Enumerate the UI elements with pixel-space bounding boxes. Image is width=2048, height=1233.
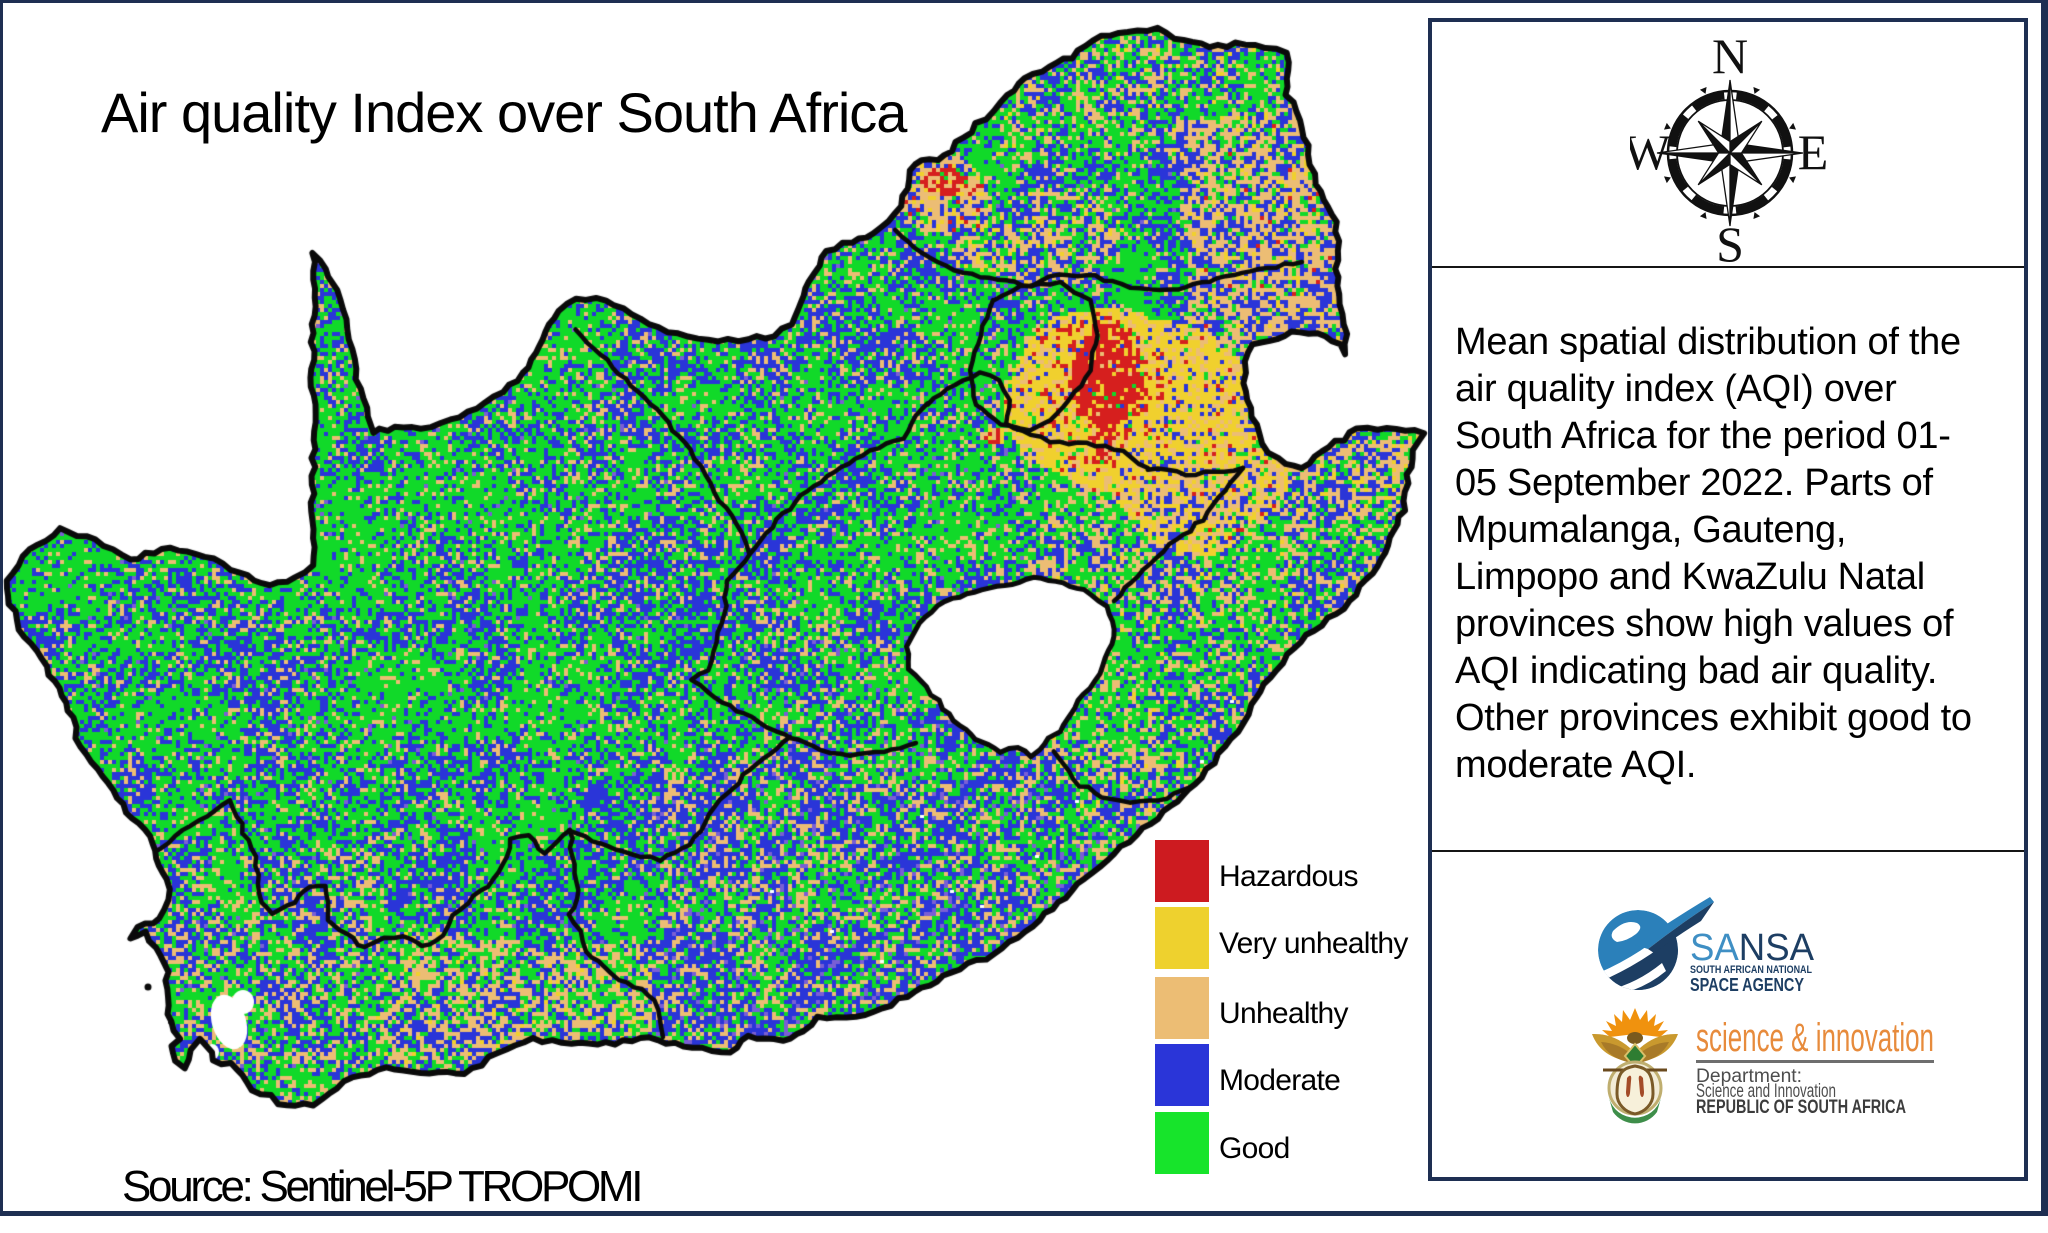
svg-text:Department:: Department: [1696,1066,1802,1087]
svg-text:REPUBLIC OF SOUTH AFRICA: REPUBLIC OF SOUTH AFRICA [1696,1097,1906,1118]
svg-text:S: S [1716,216,1744,271]
svg-text:Science and Innovation: Science and Innovation [1696,1081,1836,1102]
svg-text:W: W [1630,124,1671,180]
svg-text:E: E [1798,124,1829,180]
svg-text:SPACE AGENCY: SPACE AGENCY [1690,975,1804,995]
svg-text:SANSA: SANSA [1690,927,1815,969]
svg-text:SOUTH AFRICAN NATIONAL: SOUTH AFRICAN NATIONAL [1690,964,1812,976]
svg-text:N: N [1712,35,1748,84]
svg-text:science & innovation: science & innovation [1696,1016,1934,1060]
